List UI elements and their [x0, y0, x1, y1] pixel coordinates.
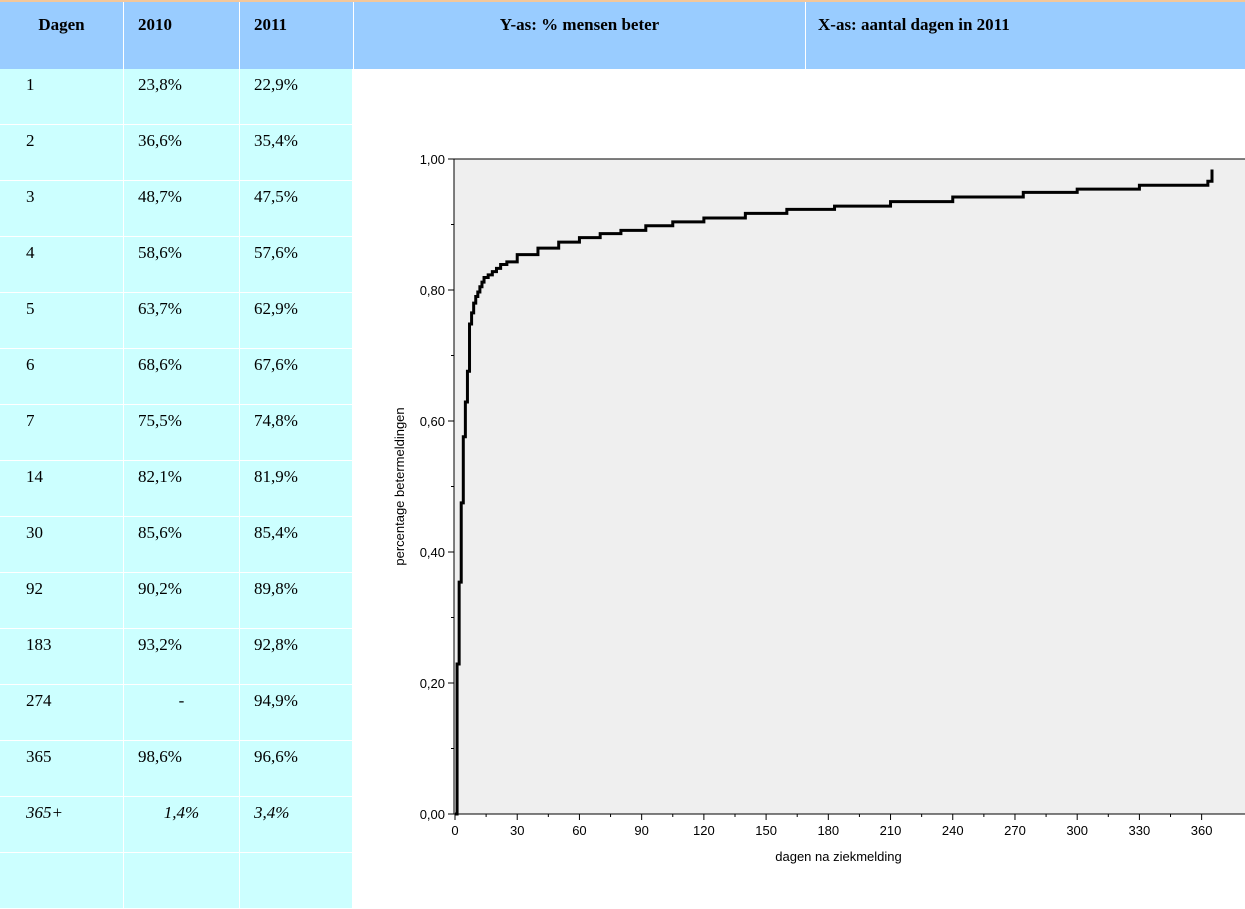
x-tick-label: 180 [817, 823, 839, 838]
table-cell-dagen: 4 [26, 243, 35, 262]
table-cell-y2011 [239, 853, 353, 908]
table-row: 92 90,2% 89,8% [0, 573, 352, 629]
series-line [455, 169, 1214, 816]
x-axis-label: dagen na ziekmelding [775, 849, 901, 864]
header-x-axis-note: X-as: aantal dagen in 2011 [805, 2, 1245, 69]
table-row: 365 98,6% 96,6% [0, 741, 352, 797]
table-cell-dagen: 5 [26, 299, 35, 318]
table-cell-y2010: - [123, 685, 239, 740]
x-tick-label: 270 [1004, 823, 1026, 838]
table-cell-y2010: 98,6% [123, 741, 239, 796]
x-tick-label: 360 [1191, 823, 1213, 838]
table-row: 6 68,6% 67,6% [0, 349, 352, 405]
table-row: 7 75,5% 74,8% [0, 405, 352, 461]
x-tick-label: 150 [755, 823, 777, 838]
table-cell-y2010: 63,7% [123, 293, 239, 348]
x-tick-label: 0 [451, 823, 458, 838]
table-row: 2 36,6% 35,4% [0, 125, 352, 181]
table-cell-y2010: 68,6% [123, 349, 239, 404]
table-cell-y2010: 82,1% [123, 461, 239, 516]
y-tick-label: 0,40 [420, 545, 445, 560]
table-row: 1 23,8% 22,9% [0, 69, 352, 125]
table-cell-y2010: 75,5% [123, 405, 239, 460]
x-tick-label: 210 [880, 823, 902, 838]
table-row: 3 48,7% 47,5% [0, 181, 352, 237]
x-tick-label: 60 [572, 823, 586, 838]
table-cell-dagen: 7 [26, 411, 35, 430]
table-cell-y2010: 58,6% [123, 237, 239, 292]
header-2011: 2011 [239, 2, 353, 69]
table-row [0, 853, 352, 909]
axes: 0,00 0,20 0,40 0,60 0,80 1,00 0 30 60 90 120 150 180… [420, 152, 1245, 838]
table-cell-y2011: 22,9% [239, 69, 353, 124]
table-cell-y2011: 47,5% [239, 181, 353, 236]
table-cell-y2011: 35,4% [239, 125, 353, 180]
table-cell-y2011: 3,4% [239, 797, 353, 852]
table-cell-dagen: 365 [26, 747, 52, 766]
table-row: 274 -94,9% [0, 685, 352, 741]
plot-area [454, 159, 1245, 814]
x-tick-label: 330 [1129, 823, 1151, 838]
survival-chart: 0,00 0,20 0,40 0,60 0,80 1,00 0 30 60 90 120 150 180… [392, 152, 1245, 864]
table-row: 365+ 1,4% 3,4% [0, 797, 352, 853]
table-cell-y2010: 85,6% [123, 517, 239, 572]
table-row: 5 63,7% 62,9% [0, 293, 352, 349]
table-cell-y2011: 96,6% [239, 741, 353, 796]
table-cell-y2010: 48,7% [123, 181, 239, 236]
y-axis-label: percentage betermeldingen [392, 407, 407, 565]
table-cell-dagen [0, 853, 123, 908]
table-cell-y2011: 57,6% [239, 237, 353, 292]
y-tick-label: 0,00 [420, 807, 445, 822]
table-cell-y2011: 92,8% [239, 629, 353, 684]
table-cell-dagen: 1 [26, 75, 35, 94]
y-tick-label: 0,80 [420, 283, 445, 298]
table-cell-y2011: 74,8% [239, 405, 353, 460]
table-cell-dagen: 183 [26, 635, 52, 654]
table-cell-y2011: 89,8% [239, 573, 353, 628]
table-cell-y2010 [123, 853, 239, 908]
x-tick-label: 90 [634, 823, 648, 838]
header-y-axis-note: Y-as: % mensen beter [353, 2, 805, 69]
x-tick-label: 240 [942, 823, 964, 838]
table-cell-dagen: 3 [26, 187, 35, 206]
x-tick-label: 30 [510, 823, 524, 838]
x-tick-label: 120 [693, 823, 715, 838]
y-tick-label: 1,00 [420, 152, 445, 167]
table-cell-y2011: 62,9% [239, 293, 353, 348]
table-cell-y2011: 94,9% [239, 685, 353, 740]
table-cell-dagen: 30 [26, 523, 43, 542]
table-cell-y2011: 81,9% [239, 461, 353, 516]
table-row: 30 85,6% 85,4% [0, 517, 352, 573]
table-cell-y2011: 67,6% [239, 349, 353, 404]
table-cell-y2010: 23,8% [123, 69, 239, 124]
table-cell-y2010: 90,2% [123, 573, 239, 628]
table-cell-y2011: 85,4% [239, 517, 353, 572]
table-header: Dagen 2010 2011 Y-as: % mensen beter X-a… [0, 2, 1245, 69]
table-cell-dagen: 365+ [26, 803, 63, 822]
table-cell-dagen: 14 [26, 467, 43, 486]
y-tick-label: 0,20 [420, 676, 445, 691]
table-cell-dagen: 2 [26, 131, 35, 150]
header-dagen: Dagen [38, 15, 85, 34]
table-cell-dagen: 274 [26, 691, 52, 710]
table-cell-dagen: 92 [26, 579, 43, 598]
table-cell-y2010: 93,2% [123, 629, 239, 684]
table-row: 14 82,1% 81,9% [0, 461, 352, 517]
table-cell-y2010: 1,4% [123, 797, 239, 852]
table-row: 4 58,6% 57,6% [0, 237, 352, 293]
x-tick-label: 300 [1066, 823, 1088, 838]
table-cell-dagen: 6 [26, 355, 35, 374]
table-row: 183 93,2% 92,8% [0, 629, 352, 685]
table-cell-y2010: 36,6% [123, 125, 239, 180]
header-2010: 2010 [123, 2, 239, 69]
y-tick-label: 0,60 [420, 414, 445, 429]
header-top-line [0, 0, 1245, 2]
